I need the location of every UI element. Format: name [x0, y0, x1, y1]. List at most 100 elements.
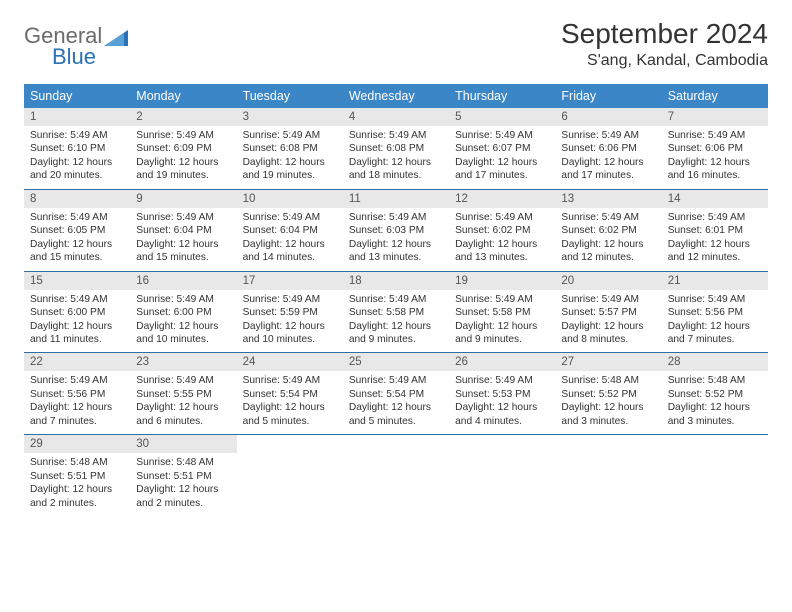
day-number-empty: [237, 435, 343, 453]
day-number: 11: [343, 190, 449, 208]
sunrise-line: Sunrise: 5:49 AM: [30, 211, 124, 224]
calendar-cell: 18Sunrise: 5:49 AMSunset: 5:58 PMDayligh…: [343, 272, 449, 353]
day-info: Sunrise: 5:49 AMSunset: 6:07 PMDaylight:…: [449, 126, 555, 183]
daylight-line: Daylight: 12 hours and 10 minutes.: [243, 320, 337, 347]
sunrise-line: Sunrise: 5:49 AM: [243, 211, 337, 224]
day-number: 22: [24, 353, 130, 371]
sunset-line: Sunset: 6:04 PM: [136, 224, 230, 237]
calendar-cell: 28Sunrise: 5:48 AMSunset: 5:52 PMDayligh…: [662, 353, 768, 434]
day-number: 6: [555, 108, 661, 126]
calendar-cell: 12Sunrise: 5:49 AMSunset: 6:02 PMDayligh…: [449, 190, 555, 271]
sunset-line: Sunset: 6:00 PM: [136, 306, 230, 319]
day-number-empty: [662, 435, 768, 453]
calendar-week: 15Sunrise: 5:49 AMSunset: 6:00 PMDayligh…: [24, 271, 768, 353]
day-info: Sunrise: 5:49 AMSunset: 5:58 PMDaylight:…: [343, 290, 449, 347]
weekday-tuesday: Tuesday: [237, 84, 343, 108]
daylight-line: Daylight: 12 hours and 5 minutes.: [243, 401, 337, 428]
daylight-line: Daylight: 12 hours and 2 minutes.: [136, 483, 230, 510]
sunrise-line: Sunrise: 5:49 AM: [668, 211, 762, 224]
sunset-line: Sunset: 6:01 PM: [668, 224, 762, 237]
daylight-line: Daylight: 12 hours and 4 minutes.: [455, 401, 549, 428]
day-info: Sunrise: 5:49 AMSunset: 6:00 PMDaylight:…: [24, 290, 130, 347]
daylight-line: Daylight: 12 hours and 2 minutes.: [30, 483, 124, 510]
daylight-line: Daylight: 12 hours and 9 minutes.: [455, 320, 549, 347]
sunrise-line: Sunrise: 5:49 AM: [455, 374, 549, 387]
weekday-header-row: Sunday Monday Tuesday Wednesday Thursday…: [24, 84, 768, 108]
day-number: 27: [555, 353, 661, 371]
sunrise-line: Sunrise: 5:49 AM: [349, 374, 443, 387]
sunrise-line: Sunrise: 5:48 AM: [136, 456, 230, 469]
day-number: 2: [130, 108, 236, 126]
daylight-line: Daylight: 12 hours and 20 minutes.: [30, 156, 124, 183]
sunrise-line: Sunrise: 5:49 AM: [668, 293, 762, 306]
day-number: 8: [24, 190, 130, 208]
sunset-line: Sunset: 6:06 PM: [561, 142, 655, 155]
calendar-cell: 15Sunrise: 5:49 AMSunset: 6:00 PMDayligh…: [24, 272, 130, 353]
sunset-line: Sunset: 6:08 PM: [243, 142, 337, 155]
day-info: Sunrise: 5:49 AMSunset: 5:56 PMDaylight:…: [662, 290, 768, 347]
day-number: 25: [343, 353, 449, 371]
sunrise-line: Sunrise: 5:49 AM: [349, 293, 443, 306]
day-info: Sunrise: 5:49 AMSunset: 5:57 PMDaylight:…: [555, 290, 661, 347]
calendar-cell: 17Sunrise: 5:49 AMSunset: 5:59 PMDayligh…: [237, 272, 343, 353]
calendar-cell: 5Sunrise: 5:49 AMSunset: 6:07 PMDaylight…: [449, 108, 555, 189]
calendar-cell: [555, 435, 661, 516]
sunset-line: Sunset: 5:51 PM: [30, 470, 124, 483]
day-number: 26: [449, 353, 555, 371]
daylight-line: Daylight: 12 hours and 19 minutes.: [243, 156, 337, 183]
sunrise-line: Sunrise: 5:49 AM: [136, 129, 230, 142]
calendar-week: 29Sunrise: 5:48 AMSunset: 5:51 PMDayligh…: [24, 434, 768, 516]
day-info: Sunrise: 5:48 AMSunset: 5:51 PMDaylight:…: [24, 453, 130, 510]
calendar-cell: 3Sunrise: 5:49 AMSunset: 6:08 PMDaylight…: [237, 108, 343, 189]
daylight-line: Daylight: 12 hours and 15 minutes.: [30, 238, 124, 265]
sunset-line: Sunset: 6:06 PM: [668, 142, 762, 155]
sunset-line: Sunset: 5:52 PM: [668, 388, 762, 401]
daylight-line: Daylight: 12 hours and 7 minutes.: [30, 401, 124, 428]
day-info: Sunrise: 5:49 AMSunset: 6:05 PMDaylight:…: [24, 208, 130, 265]
daylight-line: Daylight: 12 hours and 14 minutes.: [243, 238, 337, 265]
day-number: 16: [130, 272, 236, 290]
daylight-line: Daylight: 12 hours and 12 minutes.: [561, 238, 655, 265]
sunrise-line: Sunrise: 5:49 AM: [561, 129, 655, 142]
sunset-line: Sunset: 5:57 PM: [561, 306, 655, 319]
day-info: Sunrise: 5:49 AMSunset: 6:06 PMDaylight:…: [555, 126, 661, 183]
day-number: 9: [130, 190, 236, 208]
sunrise-line: Sunrise: 5:49 AM: [30, 374, 124, 387]
sunrise-line: Sunrise: 5:49 AM: [349, 129, 443, 142]
calendar-cell: 1Sunrise: 5:49 AMSunset: 6:10 PMDaylight…: [24, 108, 130, 189]
calendar-cell: 20Sunrise: 5:49 AMSunset: 5:57 PMDayligh…: [555, 272, 661, 353]
day-number: 12: [449, 190, 555, 208]
logo-text: General Blue: [24, 24, 102, 68]
sunset-line: Sunset: 5:58 PM: [349, 306, 443, 319]
month-title: September 2024: [561, 18, 768, 50]
day-number: 17: [237, 272, 343, 290]
calendar-cell: 13Sunrise: 5:49 AMSunset: 6:02 PMDayligh…: [555, 190, 661, 271]
page-header: General Blue September 2024 S'ang, Kanda…: [24, 18, 768, 70]
day-number: 21: [662, 272, 768, 290]
day-number: 29: [24, 435, 130, 453]
day-number: 4: [343, 108, 449, 126]
day-number: 20: [555, 272, 661, 290]
sunrise-line: Sunrise: 5:49 AM: [243, 129, 337, 142]
day-number: 7: [662, 108, 768, 126]
day-number: 23: [130, 353, 236, 371]
day-info: Sunrise: 5:48 AMSunset: 5:52 PMDaylight:…: [555, 371, 661, 428]
calendar-week: 8Sunrise: 5:49 AMSunset: 6:05 PMDaylight…: [24, 189, 768, 271]
calendar-cell: [343, 435, 449, 516]
day-info: Sunrise: 5:49 AMSunset: 6:08 PMDaylight:…: [343, 126, 449, 183]
sunset-line: Sunset: 6:08 PM: [349, 142, 443, 155]
day-info: Sunrise: 5:49 AMSunset: 6:09 PMDaylight:…: [130, 126, 236, 183]
location-text: S'ang, Kandal, Cambodia: [561, 52, 768, 70]
day-info: Sunrise: 5:49 AMSunset: 6:01 PMDaylight:…: [662, 208, 768, 265]
daylight-line: Daylight: 12 hours and 15 minutes.: [136, 238, 230, 265]
daylight-line: Daylight: 12 hours and 12 minutes.: [668, 238, 762, 265]
calendar-cell: [449, 435, 555, 516]
day-info: Sunrise: 5:49 AMSunset: 5:56 PMDaylight:…: [24, 371, 130, 428]
calendar: Sunday Monday Tuesday Wednesday Thursday…: [24, 84, 768, 516]
day-number-empty: [343, 435, 449, 453]
sunrise-line: Sunrise: 5:48 AM: [30, 456, 124, 469]
sunset-line: Sunset: 6:04 PM: [243, 224, 337, 237]
calendar-cell: 24Sunrise: 5:49 AMSunset: 5:54 PMDayligh…: [237, 353, 343, 434]
sunset-line: Sunset: 6:07 PM: [455, 142, 549, 155]
day-info: Sunrise: 5:49 AMSunset: 5:54 PMDaylight:…: [343, 371, 449, 428]
